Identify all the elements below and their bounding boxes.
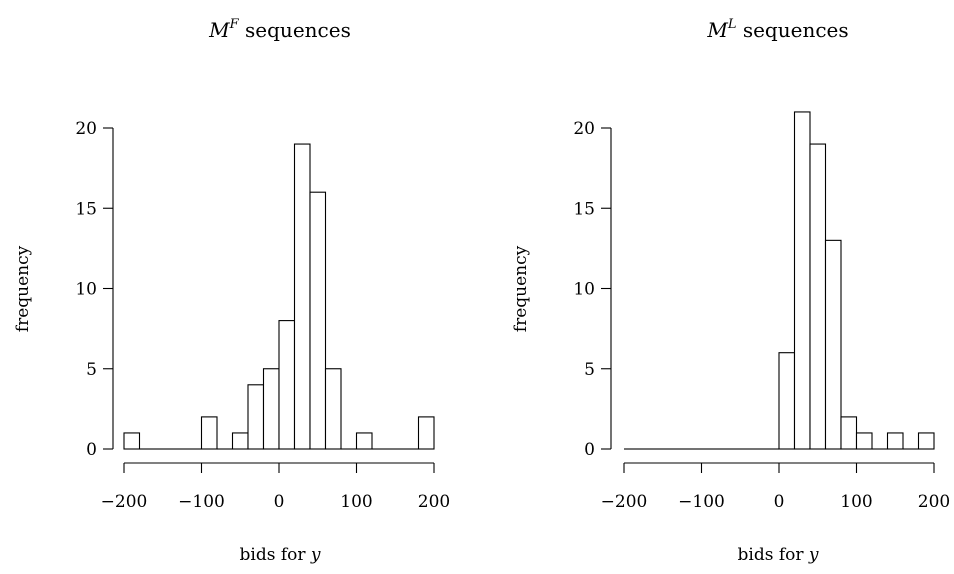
- y-tick-label: 15: [75, 199, 97, 219]
- x-axis-label-variable: y: [310, 545, 321, 565]
- title-rest: sequences: [736, 18, 848, 42]
- chart-title: ML sequences: [706, 17, 848, 42]
- title-rest: sequences: [239, 18, 351, 42]
- y-tick-label: 10: [573, 280, 595, 300]
- title-base: M: [706, 18, 728, 42]
- x-axis-label-variable: y: [808, 545, 819, 565]
- histogram-bar: [809, 143, 827, 450]
- x-tick-label: −100: [178, 492, 225, 512]
- histogram-bar: [324, 368, 342, 450]
- x-tick-label: −100: [678, 492, 725, 512]
- x-tick-label: 100: [840, 492, 872, 512]
- histogram-bar: [278, 320, 296, 450]
- histogram-bar: [917, 432, 935, 450]
- y-tick-label: 10: [75, 280, 97, 300]
- panel-ml: ML sequences frequency bids for y 0 5 10 15…: [511, 17, 950, 565]
- y-axis: 0 5 10 15 20: [75, 119, 114, 460]
- y-tick-label: 15: [573, 199, 595, 219]
- y-tick-label: 20: [573, 119, 595, 139]
- x-tick-label: 0: [274, 492, 285, 512]
- histogram-bar: [840, 416, 858, 450]
- y-tick-label: 0: [584, 440, 595, 460]
- histogram-bar: [824, 239, 842, 450]
- panel-mf: MF sequences frequency bids for y 0 5 10 15…: [13, 17, 450, 565]
- x-tick-label: −200: [101, 492, 148, 512]
- bars: [123, 143, 435, 450]
- histogram-bar: [247, 384, 265, 450]
- bars: [624, 111, 935, 450]
- histogram-bar: [355, 432, 373, 450]
- histogram-bar: [778, 352, 796, 450]
- x-tick-label: 200: [418, 492, 450, 512]
- histogram-bar: [200, 416, 218, 450]
- y-axis-label: frequency: [511, 245, 531, 332]
- histogram-bar: [855, 432, 873, 450]
- y-tick-label: 20: [75, 119, 97, 139]
- x-tick-label: 0: [774, 492, 785, 512]
- x-axis-label-prefix: bids for: [240, 545, 311, 565]
- x-axis: −200 −100 0 100 200: [601, 462, 950, 512]
- histogram-bar: [886, 432, 904, 450]
- title-superscript: L: [727, 17, 737, 32]
- x-tick-label: −200: [601, 492, 648, 512]
- x-tick-label: 100: [340, 492, 372, 512]
- y-axis: 0 5 10 15 20: [573, 119, 612, 460]
- histogram-bar: [793, 111, 811, 450]
- y-tick-label: 5: [86, 360, 97, 380]
- histogram-bar: [231, 432, 249, 450]
- histogram-bar: [293, 143, 311, 450]
- histogram-bar: [262, 368, 280, 450]
- x-tick-label: 200: [918, 492, 950, 512]
- title-base: M: [208, 18, 230, 42]
- y-tick-label: 0: [86, 440, 97, 460]
- histogram-bar: [309, 191, 327, 450]
- x-axis-label-prefix: bids for: [738, 545, 809, 565]
- chart-title: MF sequences: [208, 17, 351, 42]
- histogram-bar: [123, 432, 141, 450]
- x-axis-label: bids for y: [240, 545, 321, 565]
- y-axis-label: frequency: [13, 245, 33, 332]
- y-tick-label: 5: [584, 360, 595, 380]
- x-axis-label: bids for y: [738, 545, 819, 565]
- title-superscript: F: [229, 17, 240, 32]
- x-axis: −200 −100 0 100 200: [101, 462, 450, 512]
- histogram-bar: [417, 416, 435, 450]
